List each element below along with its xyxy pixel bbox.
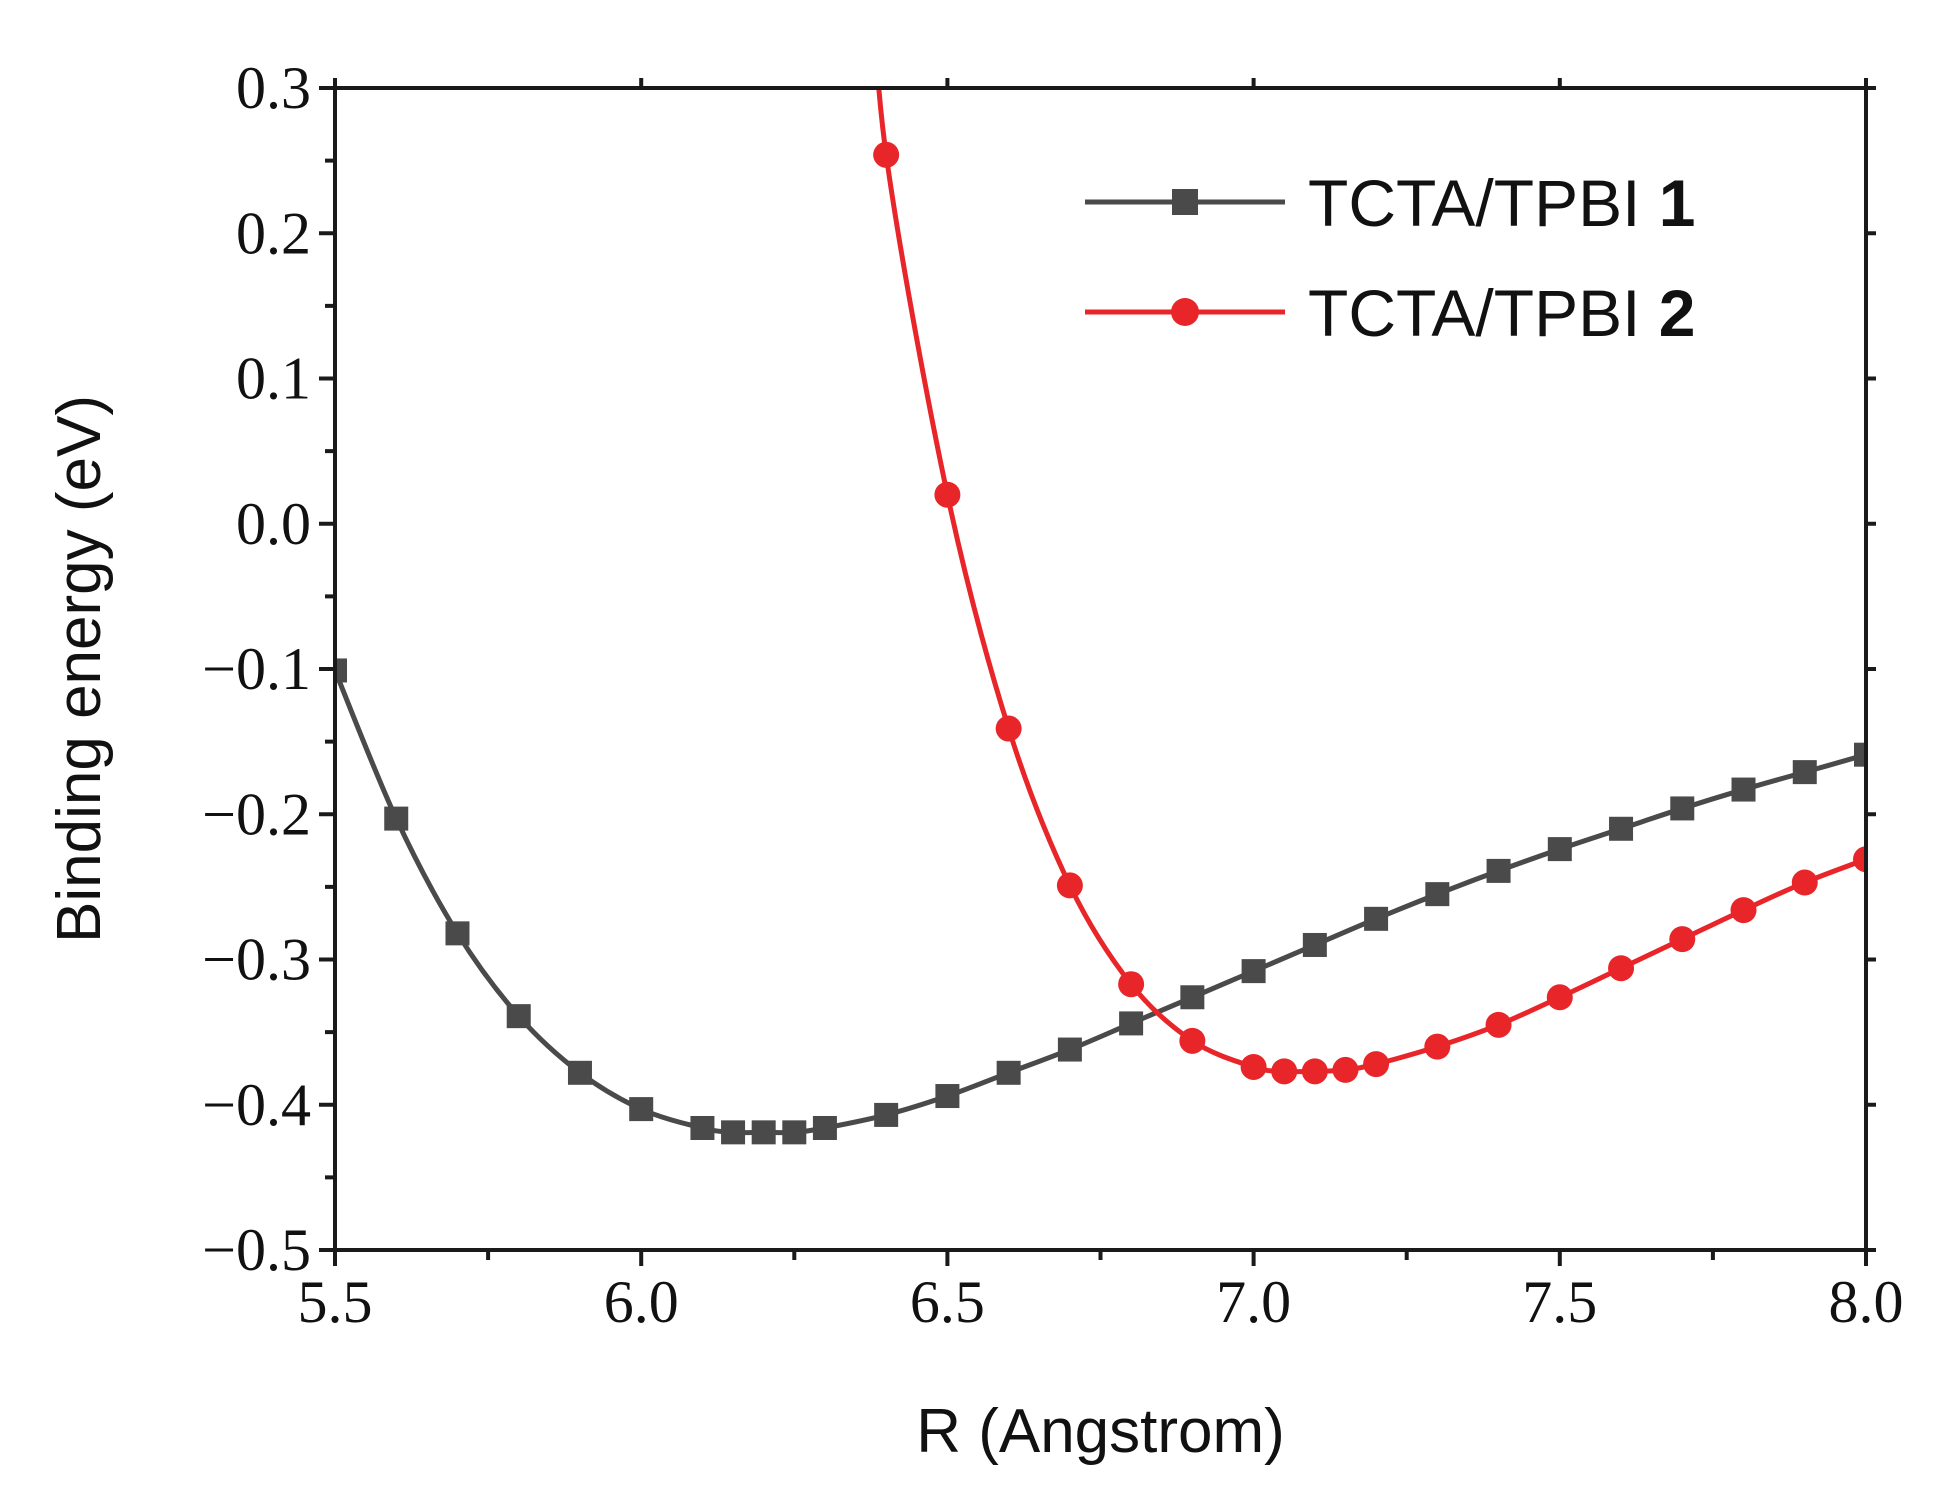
data-point-series-1 (629, 1097, 654, 1122)
data-point-series-1 (751, 1120, 776, 1145)
data-point-series-2 (1332, 1056, 1359, 1083)
plot-frame (333, 86, 1868, 1252)
data-point-series-1 (1241, 959, 1266, 984)
data-point-series-2 (1271, 1058, 1298, 1085)
data-point-series-2 (1485, 1011, 1512, 1038)
legend-label-series-2-name: TCTA/TPBI (1308, 276, 1640, 350)
data-point-series-1 (1547, 837, 1572, 862)
data-point-series-2 (1546, 984, 1573, 1011)
data-point-series-2 (1240, 1053, 1267, 1080)
data-point-series-2 (1669, 926, 1696, 953)
y-tick-label: 0.1 (236, 346, 311, 412)
data-point-series-2 (1363, 1051, 1390, 1078)
data-point-series-1 (782, 1120, 807, 1145)
y-tick-label: −0.1 (202, 636, 311, 702)
legend-label-series-1: TCTA/TPBI 1 (1308, 166, 1696, 240)
data-point-series-1 (996, 1060, 1021, 1085)
data-point-series-1 (1670, 796, 1695, 821)
series-1-line (335, 669, 1866, 1136)
series-1 (335, 658, 1866, 1145)
x-tick-label: 7.5 (1522, 1269, 1597, 1335)
y-tick-label: 0.3 (236, 55, 311, 121)
y-tick-label: −0.4 (202, 1072, 311, 1138)
data-point-series-1 (335, 658, 347, 683)
data-point-series-1 (812, 1115, 837, 1140)
data-point-series-1 (1731, 777, 1756, 802)
data-point-series-2 (1056, 872, 1083, 899)
legend-label-series-2: TCTA/TPBI 2 (1308, 276, 1696, 350)
data-point-series-2 (995, 715, 1022, 742)
series-layer (335, 88, 1866, 1145)
data-point-series-1 (445, 921, 470, 946)
x-tick-label: 5.5 (298, 1269, 373, 1335)
data-point-series-2 (1301, 1058, 1328, 1085)
y-tick-label: −0.5 (202, 1217, 311, 1283)
x-tick-label: 6.5 (910, 1269, 985, 1335)
data-point-series-1 (1180, 985, 1205, 1010)
legend-label-series-1-name: TCTA/TPBI (1308, 166, 1640, 240)
legend: TCTA/TPBI 1 TCTA/TPBI 2 (1085, 166, 1696, 350)
data-point-series-2 (1179, 1027, 1206, 1054)
data-point-series-1 (721, 1120, 746, 1145)
legend-marker-series-2 (1171, 298, 1199, 326)
data-point-series-2 (873, 141, 900, 168)
data-point-series-1 (1057, 1037, 1082, 1062)
data-point-series-1 (1854, 742, 1866, 767)
data-point-series-1 (567, 1060, 592, 1085)
data-point-series-1 (690, 1115, 715, 1140)
x-tick-label: 7.0 (1216, 1269, 1291, 1335)
data-point-series-2 (1118, 971, 1145, 998)
y-tick-label: −0.3 (202, 927, 311, 993)
data-point-series-1 (935, 1084, 960, 1109)
y-tick-label: −0.2 (202, 781, 311, 847)
legend-label-series-2-number: 2 (1659, 276, 1696, 350)
data-point-series-1 (874, 1102, 899, 1127)
y-tick-label: 0.2 (236, 200, 311, 266)
data-point-series-2 (1730, 897, 1757, 924)
data-point-series-2 (934, 481, 961, 508)
labels-layer: 5.5 6.0 6.5 7.0 7.5 8.0 0.3 0.2 0.1 0.0 −0.1 −0.2 −0… (202, 55, 1903, 1335)
series-2 (873, 88, 1866, 1085)
data-point-series-1 (1486, 858, 1511, 883)
x-tick-label: 8.0 (1829, 1269, 1904, 1335)
data-point-series-1 (1364, 906, 1389, 931)
data-point-series-2 (1853, 846, 1866, 873)
y-tick-label: 0.0 (236, 491, 311, 557)
data-point-series-1 (1119, 1011, 1144, 1036)
data-point-series-1 (384, 806, 409, 831)
data-point-series-2 (1791, 869, 1818, 896)
legend-marker-series-1 (1172, 189, 1198, 215)
data-point-series-1 (1609, 816, 1634, 841)
data-point-series-1 (1425, 882, 1450, 907)
data-point-series-1 (506, 1004, 531, 1029)
data-point-series-1 (1792, 760, 1817, 785)
ticks-layer (319, 78, 1876, 1266)
y-axis-title: Binding energy (eV) (45, 395, 114, 943)
x-axis-title: R (Angstrom) (916, 1397, 1285, 1466)
legend-label-series-1-number: 1 (1659, 166, 1696, 240)
data-point-series-2 (1424, 1033, 1451, 1060)
data-point-series-2 (1608, 955, 1635, 982)
x-tick-label: 6.0 (604, 1269, 679, 1335)
data-point-series-1 (1302, 932, 1327, 957)
